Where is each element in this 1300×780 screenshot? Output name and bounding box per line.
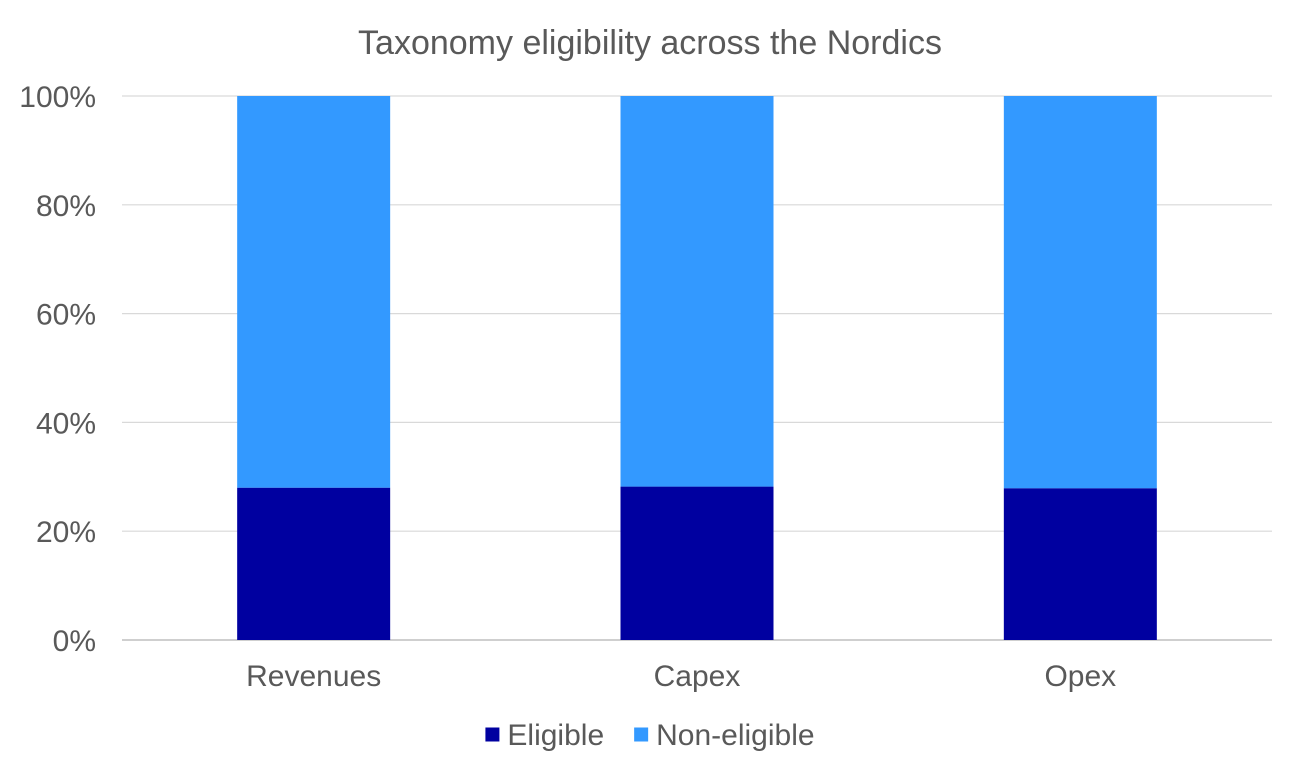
bar-non-eligible-revenues xyxy=(237,96,391,488)
y-tick-label: 80% xyxy=(36,190,96,223)
legend-marker-non-eligible xyxy=(634,727,649,742)
y-tick-label: 0% xyxy=(53,625,96,658)
bar-non-eligible-opex xyxy=(1003,96,1157,489)
bar-eligible-capex xyxy=(620,486,774,640)
y-tick-label: 100% xyxy=(19,81,96,114)
legend-marker-eligible xyxy=(485,727,500,742)
chart-title: Taxonomy eligibility across the Nordics xyxy=(358,24,942,62)
x-tick-label: Opex xyxy=(1044,660,1116,693)
y-tick-label: 20% xyxy=(36,516,96,549)
y-axis-tick-labels: 0% 20% 40% 60% 80% 100% xyxy=(19,81,96,658)
x-tick-label: Revenues xyxy=(246,660,381,693)
x-axis-tick-labels: Revenues Capex Opex xyxy=(246,660,1116,693)
legend-label-eligible: Eligible xyxy=(507,719,604,752)
bars xyxy=(237,96,1157,640)
bar-eligible-opex xyxy=(1003,488,1157,640)
bar-non-eligible-capex xyxy=(620,96,774,487)
y-tick-label: 60% xyxy=(36,299,96,332)
bar-eligible-revenues xyxy=(237,487,391,640)
legend-label-non-eligible: Non-eligible xyxy=(656,719,814,752)
legend: Eligible Non-eligible xyxy=(485,719,815,752)
x-tick-label: Capex xyxy=(654,660,741,693)
y-tick-label: 40% xyxy=(36,407,96,440)
